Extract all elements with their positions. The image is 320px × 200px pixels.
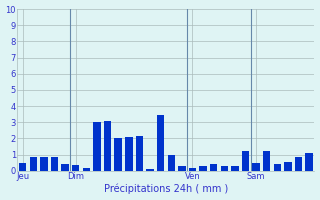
Bar bbox=[30, 157, 37, 171]
X-axis label: Précipitations 24h ( mm ): Précipitations 24h ( mm ) bbox=[104, 184, 228, 194]
Bar bbox=[252, 163, 260, 171]
Bar bbox=[178, 166, 186, 171]
Bar bbox=[83, 168, 90, 171]
Bar bbox=[104, 121, 111, 171]
Bar bbox=[189, 168, 196, 171]
Bar bbox=[19, 163, 27, 171]
Bar bbox=[93, 122, 101, 171]
Bar bbox=[51, 157, 58, 171]
Bar bbox=[242, 151, 249, 171]
Bar bbox=[146, 169, 154, 171]
Bar bbox=[305, 153, 313, 171]
Bar bbox=[220, 166, 228, 171]
Bar bbox=[295, 157, 302, 171]
Bar bbox=[263, 151, 270, 171]
Bar bbox=[284, 162, 292, 171]
Bar bbox=[125, 137, 132, 171]
Bar bbox=[274, 164, 281, 171]
Bar bbox=[199, 166, 207, 171]
Bar bbox=[136, 136, 143, 171]
Bar bbox=[168, 155, 175, 171]
Bar bbox=[61, 164, 69, 171]
Bar bbox=[210, 164, 217, 171]
Bar bbox=[157, 115, 164, 171]
Bar bbox=[72, 165, 79, 171]
Bar bbox=[40, 157, 48, 171]
Bar bbox=[231, 166, 239, 171]
Bar bbox=[115, 138, 122, 171]
